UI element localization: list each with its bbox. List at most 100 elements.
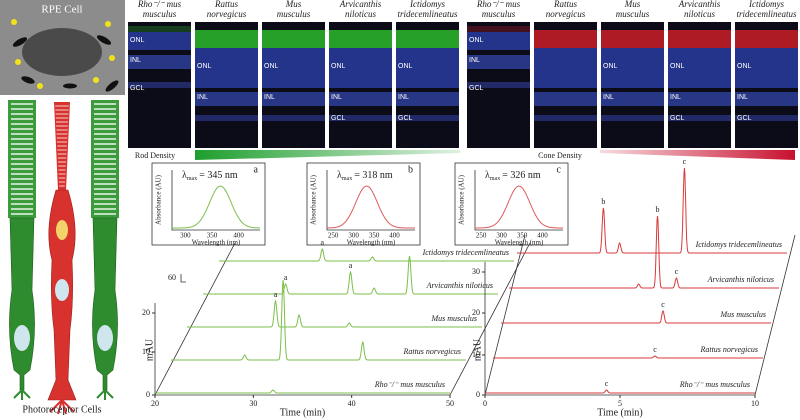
gcl-band (128, 82, 191, 88)
gcl-band (534, 115, 597, 121)
inset-axes (171, 170, 260, 231)
cell-caption: Photoreceptor Cells (22, 404, 101, 415)
inset-tick-label: 350 (517, 232, 528, 240)
inset-tick-label: 350 (207, 232, 218, 240)
trace-label: Ictidomys tridecemlineatus (422, 248, 509, 257)
trace-label: Rattus norvegicus (699, 345, 758, 354)
lambda-part: = 318 nm (354, 170, 393, 181)
peak-label: c (683, 157, 687, 166)
species-label: norvegicus (546, 9, 586, 19)
cell-diagram: RPE Cell Photoreceptor Cells (0, 0, 125, 415)
onl-band (329, 48, 392, 88)
outer-segment-band (534, 30, 597, 48)
trace (493, 355, 763, 359)
y-axis-label: mAU (144, 338, 155, 361)
inl-band (534, 92, 597, 106)
species-label: tridecemlineatus (398, 9, 458, 19)
trace (155, 389, 450, 394)
inset-tick-label: 400 (537, 232, 548, 240)
trace-label: Rattus norvegicus (402, 347, 461, 356)
species-label: Rattus (214, 0, 238, 9)
lambda-max: λmax = 345 nm (182, 170, 238, 182)
layer-label: ONL (197, 63, 212, 70)
inset-tick-label: 400 (233, 232, 244, 240)
inset-tick-label: 250 (328, 232, 339, 240)
inl-band (128, 55, 191, 69)
inset-x-label: Wavelength (nm) (495, 239, 544, 247)
species-label: musculus (143, 9, 177, 19)
y-tick-label: 0 (146, 390, 150, 399)
inset-y-label: Absorbance (AU) (155, 174, 163, 225)
species-label: Arvicanthis (678, 0, 721, 9)
inset-x-label: Wavelength (nm) (192, 239, 241, 247)
outer-segment-band (262, 30, 325, 48)
gcl-band (601, 115, 664, 121)
rpe-label: RPE Cell (41, 4, 82, 16)
outer-segment-band (396, 30, 459, 48)
trace-label: Arvicanthis niloticus (707, 275, 774, 284)
onl-band (195, 48, 258, 88)
lambda-part: = 345 nm (199, 170, 238, 181)
layer-label: ONL (398, 63, 413, 70)
inl-band (396, 92, 459, 106)
trace (509, 215, 779, 289)
rod-body (9, 217, 35, 391)
x-tick-label: 0 (483, 399, 487, 408)
layer-label: INL (603, 94, 614, 101)
gcl-band (396, 115, 459, 121)
lambda-part: λ (485, 170, 490, 181)
layer-label: GCL (737, 115, 752, 122)
trace (517, 167, 787, 254)
gcl-band (262, 115, 325, 121)
layer-label: ONL (670, 63, 685, 70)
inset-tick-label: 400 (389, 232, 400, 240)
scale-bar (180, 274, 186, 283)
gcl-band (668, 115, 731, 121)
layer-label: INL (737, 94, 748, 101)
layer-label: GCL (398, 115, 413, 122)
species-label: Arvicanthis (339, 0, 382, 9)
inset-tick-label: 300 (180, 232, 191, 240)
spectrum-curve (172, 185, 261, 229)
outer-segment-band (735, 30, 798, 48)
species-label: norvegicus (207, 9, 247, 19)
inl-band (467, 55, 530, 69)
lambda-max: λmax = 326 nm (485, 170, 541, 182)
cone-density-label: Cone Density (538, 151, 582, 160)
nucleus (55, 279, 69, 301)
lambda-max: λmax = 318 nm (337, 170, 393, 182)
outer-segment-band (467, 26, 530, 32)
nucleus (97, 325, 113, 351)
y-tick-label: 20 (142, 308, 150, 317)
layer-label: INL (264, 94, 275, 101)
onl-band (601, 48, 664, 88)
trace-label: Rho⁻/⁻ mus musculus (374, 380, 445, 389)
x-axis-label: Time (min) (597, 407, 642, 418)
trace (501, 310, 771, 324)
onl-band (467, 32, 530, 50)
inset-axes (474, 170, 563, 231)
species-label: Mus (285, 0, 302, 9)
species-label: Rho⁻/⁻ mus (476, 0, 521, 9)
layer-label: INL (197, 94, 208, 101)
trace-label: Ictidomys tridecemlineatus (695, 240, 782, 249)
gcl-band (467, 82, 530, 88)
layer-label: GCL (469, 85, 484, 92)
onl-band (128, 32, 191, 50)
inset-frame (454, 162, 569, 246)
inset-tick-label: 300 (348, 232, 359, 240)
peak-label: b (656, 205, 660, 214)
layer-label: INL (130, 57, 141, 64)
inl-band (735, 92, 798, 106)
x-tick-label: 10 (751, 399, 759, 408)
layer-label: INL (398, 94, 409, 101)
x-tick-label: 5 (618, 399, 622, 408)
y-axis-label: mAU (472, 338, 483, 361)
x-axis-label: Time (min) (280, 407, 325, 418)
inset-frame (306, 162, 421, 246)
onl-band (396, 48, 459, 88)
inl-band (668, 92, 731, 106)
lambda-part: max (490, 176, 500, 182)
gcl-band (735, 115, 798, 121)
trace (187, 299, 482, 328)
